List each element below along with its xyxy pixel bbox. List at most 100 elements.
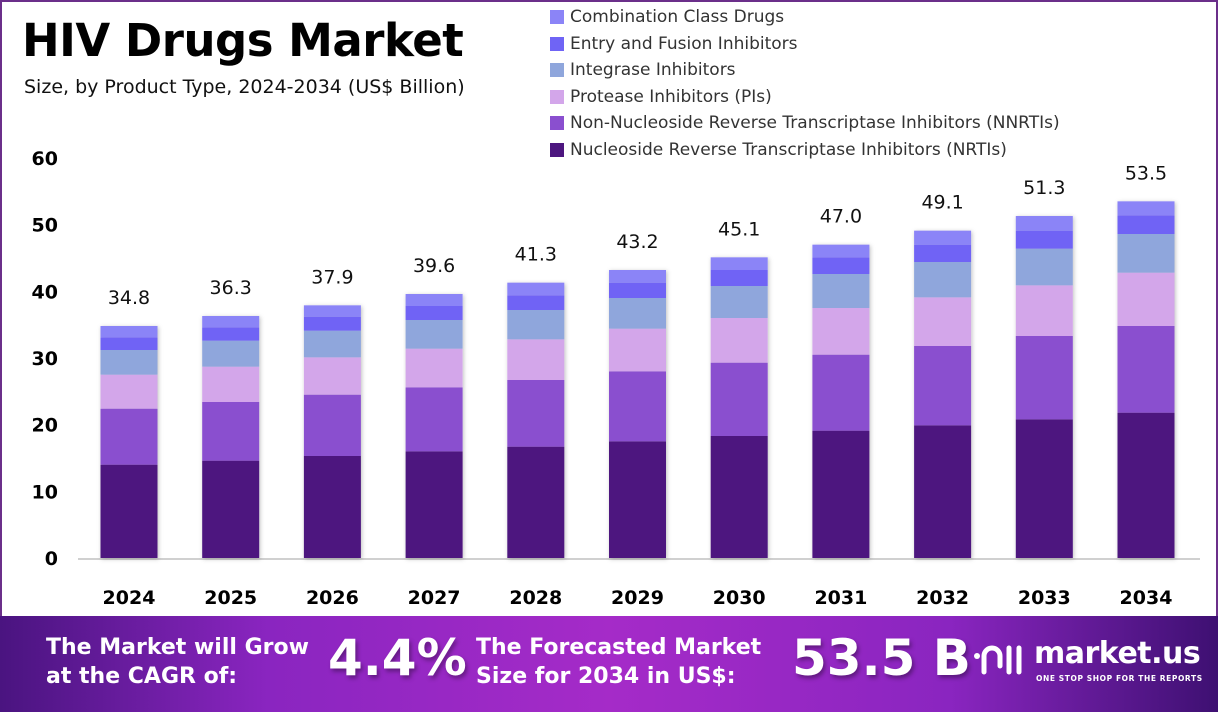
bar-segment xyxy=(710,286,768,318)
bar-segment xyxy=(914,244,972,262)
legend-swatch xyxy=(550,63,564,78)
x-tick-label: 2031 xyxy=(814,587,867,609)
bar-segment xyxy=(609,328,666,372)
data-label: 36.3 xyxy=(210,277,252,299)
bar-stack-2033 xyxy=(1015,216,1073,558)
y-tick-label: 60 xyxy=(32,148,58,170)
legend-swatch xyxy=(550,89,564,104)
bar-segment xyxy=(1015,336,1073,420)
data-label: 53.5 xyxy=(1125,162,1167,184)
market-us-logo-tagline: ONE STOP SHOP FOR THE REPORTS xyxy=(1036,674,1203,683)
bar-stack-2026 xyxy=(303,305,361,558)
forecast-caption: The Forecasted Market Size for 2034 in U… xyxy=(476,633,761,691)
bar-segment xyxy=(710,270,768,286)
legend-item: Integrase Inhibitors xyxy=(550,57,1060,84)
bar-segment xyxy=(202,327,260,341)
bar-segment xyxy=(303,305,361,317)
legend-item: Nucleoside Reverse Transcriptase Inhibit… xyxy=(550,137,1060,164)
x-tick-label: 2027 xyxy=(408,587,461,609)
data-label: 41.3 xyxy=(515,244,557,266)
legend-item: Protease Inhibitors (PIs) xyxy=(550,84,1060,111)
bar-segment xyxy=(405,387,463,452)
bar-segment xyxy=(914,425,972,558)
bar-segment xyxy=(202,402,260,461)
bar-segment xyxy=(710,318,768,363)
bar-segment xyxy=(100,464,158,558)
data-label: 45.1 xyxy=(718,218,760,240)
bar-segment xyxy=(405,294,463,306)
legend-item: Combination Class Drugs xyxy=(550,4,1060,31)
forecast-caption-line2: Size for 2034 in US$: xyxy=(476,664,736,689)
data-label: 51.3 xyxy=(1023,177,1065,199)
x-tick-label: 2026 xyxy=(306,587,359,609)
bar-segment xyxy=(405,306,463,320)
summary-banner: The Market will Grow at the CAGR of: 4.4… xyxy=(0,616,1218,712)
legend-item: Entry and Fusion Inhibitors xyxy=(550,31,1060,58)
bar-segment xyxy=(1015,230,1073,249)
bar-segment xyxy=(405,451,463,558)
bar-segment xyxy=(1015,216,1073,231)
bar-segment xyxy=(1117,326,1175,413)
bar-segment xyxy=(303,330,361,358)
bar-segment xyxy=(609,282,666,298)
cagr-caption-line1: The Market will Grow xyxy=(46,635,309,660)
legend-swatch xyxy=(550,142,564,157)
legend-label: Nucleoside Reverse Transcriptase Inhibit… xyxy=(570,139,1007,160)
x-tick-label: 2028 xyxy=(509,587,562,609)
bar-segment xyxy=(1117,215,1175,234)
stacked-bar-chart: 010203040506034.8202436.3202537.9202639.… xyxy=(32,148,1200,609)
bar-segment xyxy=(812,430,870,558)
bar-stack-2025 xyxy=(202,316,260,558)
cagr-caption-line2: at the CAGR of: xyxy=(46,664,238,689)
bar-segment xyxy=(507,380,565,447)
y-tick-label: 50 xyxy=(32,215,58,237)
bar-segment xyxy=(100,350,158,375)
bar-segment xyxy=(812,308,870,355)
bar-segment xyxy=(100,408,158,465)
bar-segment xyxy=(202,340,260,367)
market-us-logo-text[interactable]: market.us xyxy=(1034,636,1201,671)
legend-label: Non-Nucleoside Reverse Transcriptase Inh… xyxy=(570,113,1060,134)
bar-stack-2024 xyxy=(100,326,158,558)
bar-segment xyxy=(710,362,768,436)
x-tick-label: 2034 xyxy=(1120,587,1173,609)
bar-segment xyxy=(100,326,158,338)
legend-swatch xyxy=(550,116,564,131)
bar-segment xyxy=(1117,412,1175,558)
bar-segment xyxy=(914,346,972,426)
bar-segment xyxy=(812,354,870,431)
bar-segment xyxy=(609,270,666,283)
bar-segment xyxy=(1015,285,1073,336)
data-label: 37.9 xyxy=(311,266,353,288)
bar-stack-2031 xyxy=(812,244,870,558)
bar-segment xyxy=(507,295,565,310)
bar-segment xyxy=(202,316,260,328)
bar-segment xyxy=(303,394,361,456)
bar-segment xyxy=(507,339,565,380)
cagr-value: 4.4% xyxy=(328,629,467,687)
bar-stack-2029 xyxy=(609,270,666,558)
bar-segment xyxy=(507,310,565,340)
x-tick-label: 2024 xyxy=(103,587,156,609)
x-tick-label: 2033 xyxy=(1018,587,1071,609)
legend-label: Integrase Inhibitors xyxy=(570,60,736,81)
bar-segment xyxy=(405,320,463,349)
legend-swatch xyxy=(550,10,564,25)
x-tick-label: 2029 xyxy=(611,587,664,609)
bar-segment xyxy=(1117,272,1175,326)
bar-stack-2034 xyxy=(1117,201,1175,558)
chart-subtitle: Size, by Product Type, 2024-2034 (US$ Bi… xyxy=(24,76,465,98)
bar-segment xyxy=(710,436,768,558)
bar-segment xyxy=(609,371,666,442)
bar-segment xyxy=(914,297,972,346)
bar-segment xyxy=(202,366,260,402)
bar-segment xyxy=(609,298,666,329)
bar-segment xyxy=(1117,201,1175,216)
bar-segment xyxy=(914,230,972,245)
chart-legend: Combination Class Drugs Entry and Fusion … xyxy=(550,4,1060,163)
bar-segment xyxy=(1015,248,1073,286)
x-tick-label: 2025 xyxy=(204,587,257,609)
bar-segment xyxy=(507,282,565,296)
bar-segment xyxy=(812,244,870,258)
bar-stack-2032 xyxy=(914,230,972,558)
